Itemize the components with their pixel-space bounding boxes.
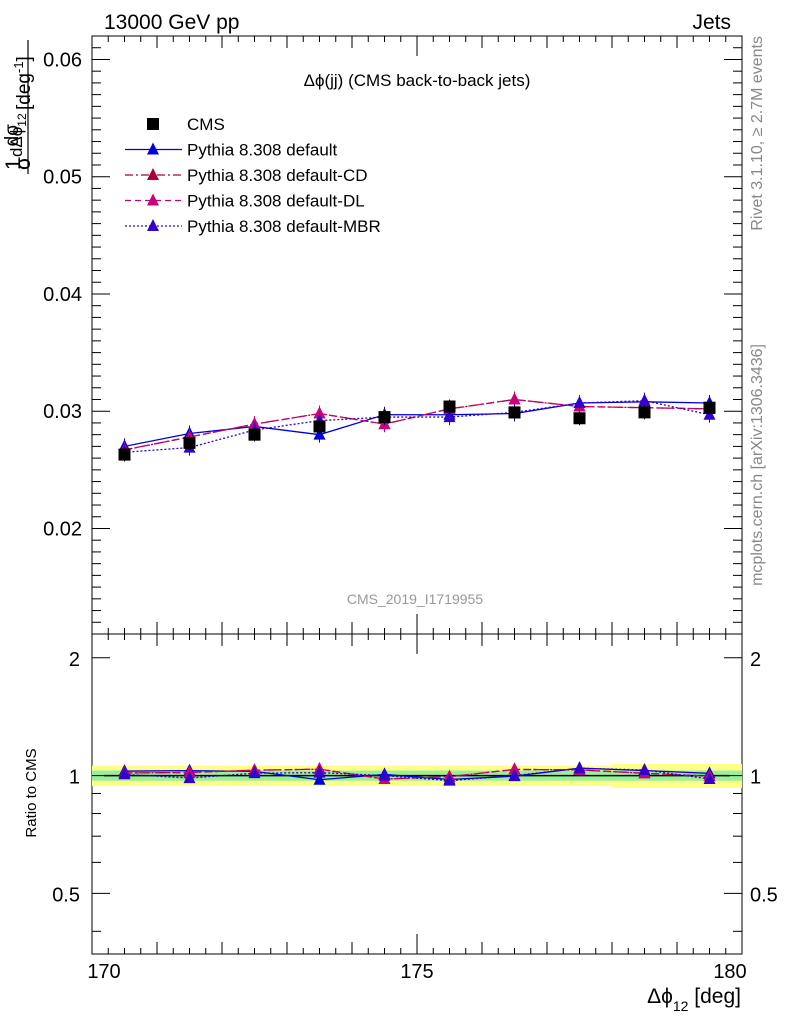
ratio-series-point: [313, 772, 326, 785]
chart-title: Δϕ(jj) (CMS back-to-back jets): [304, 71, 531, 90]
series-line: [124, 401, 710, 448]
ratio-series-point: [118, 767, 131, 780]
svg-text:σdΔϕ12: σdΔϕ12: [7, 113, 35, 170]
ratio-series-point: [508, 768, 521, 781]
y-axis-label: σdΔϕ12 1dσ [deg-1]: [2, 40, 35, 174]
main-axis-ticks: 0.02 0.03 0.04 0.05 0.06: [43, 35, 742, 635]
legend-marker: [147, 142, 159, 155]
ratio-axis-ticks: 0.5 0.5 1 1 2 2: [52, 649, 778, 932]
ratio-series-point: [443, 773, 456, 786]
x-tick-label: 175: [400, 961, 433, 983]
svg-text:[deg-1]: [deg-1]: [11, 56, 35, 110]
ratio-y-tick-label: 0.5: [52, 884, 80, 906]
energy-label: 13000 GeV pp: [104, 11, 239, 34]
ratio-y-tick-label: 0.5: [750, 884, 778, 906]
series-line: [124, 400, 710, 453]
y-tick-label: 0.04: [43, 284, 82, 306]
ratio-series-point: [183, 771, 196, 784]
ratio-plot-frame: [91, 633, 743, 955]
series-point: [508, 392, 521, 405]
ratio-series-point: [378, 768, 391, 781]
ratio-y-tick-label: 1: [69, 767, 80, 789]
legend-marker: [147, 193, 159, 206]
series-point: [313, 427, 326, 440]
y-tick-label: 0.03: [43, 401, 82, 423]
legend: CMS Pythia 8.308 default Pythia 8.308 defa…: [125, 115, 381, 236]
legend-marker: [147, 168, 159, 180]
ratio-y-tick-label: 1: [750, 767, 761, 789]
legend-marker-cms: [147, 118, 159, 130]
ratio-series-point: [703, 771, 716, 784]
series-line: [124, 398, 710, 451]
data-point: [378, 411, 391, 424]
ratio-y-tick-label: 2: [69, 649, 80, 671]
data-point: [703, 401, 716, 414]
ratio-y-label: Ratio to CMS: [23, 748, 40, 837]
rivet-label: Rivet 3.1.10, ≥ 2.7M events: [749, 36, 766, 231]
data-point: [313, 420, 326, 433]
data-point: [638, 406, 651, 419]
series-point: [638, 393, 651, 406]
data-point: [443, 400, 456, 413]
data-point: [118, 448, 131, 461]
x-tick-label: 180: [713, 961, 746, 983]
ratio-series-line: [124, 767, 710, 782]
y-tick-label: 0.02: [43, 518, 82, 540]
mcplots-label: mcplots.cern.ch [arXiv:1306.3436]: [749, 344, 766, 586]
legend-label: Pythia 8.308 default-CD: [187, 166, 368, 185]
ratio-series-point: [313, 765, 326, 778]
main-series-group: [118, 391, 716, 462]
y-tick-label: 0.06: [43, 49, 82, 71]
data-point: [248, 428, 261, 441]
data-point: [508, 406, 521, 419]
ratio-series-group: [118, 761, 716, 786]
svg-text:1dσ: 1dσ: [2, 124, 25, 170]
legend-label: Pythia 8.308 default: [187, 141, 338, 160]
legend-label: Pythia 8.308 default-MBR: [187, 217, 381, 236]
process-label: Jets: [692, 11, 731, 34]
series-line: [124, 398, 710, 451]
series-point: [443, 410, 456, 423]
x-axis-ticks: 170 175 180: [87, 36, 747, 983]
y-tick-label: 0.05: [43, 167, 82, 189]
legend-marker: [147, 219, 159, 231]
ratio-series-point: [638, 762, 651, 775]
ratio-series-point: [248, 766, 261, 779]
analysis-watermark: CMS_2019_I1719955: [347, 591, 483, 607]
ratio-series-point: [508, 762, 521, 775]
data-point: [183, 436, 196, 449]
ratio-y-tick-label: 2: [750, 649, 761, 671]
series-point: [313, 406, 326, 419]
x-axis-label: Δϕ12 [deg]: [647, 985, 741, 1014]
legend-label: Pythia 8.308 default-DL: [187, 192, 365, 211]
x-tick-label: 170: [87, 961, 120, 983]
series-point: [573, 396, 586, 409]
ratio-series-point: [573, 761, 586, 774]
data-point: [573, 412, 586, 425]
legend-label: CMS: [187, 115, 225, 134]
